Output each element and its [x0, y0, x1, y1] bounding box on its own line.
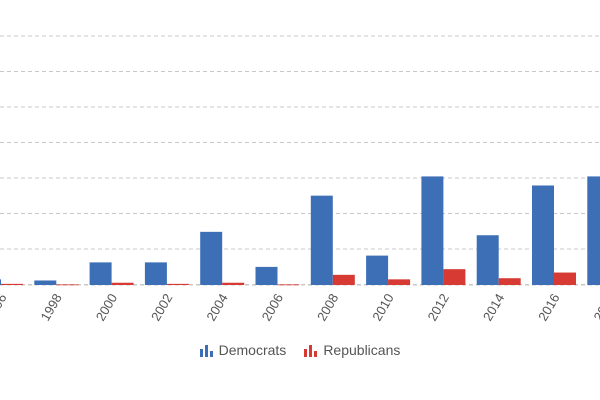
x-tick-label: 2010: [369, 291, 396, 324]
legend-label-democrats: Democrats: [218, 342, 287, 358]
bar-republicans-1996[interactable]: [1, 283, 23, 285]
bar-democrats-2010[interactable]: [366, 255, 389, 285]
bar-chart: 1996 1998 2000 2002 2004 2006 2008 2010 2012 2014…: [0, 35, 600, 324]
bar-democrats-1998[interactable]: [34, 280, 57, 285]
bar-republicans-2010[interactable]: [388, 279, 411, 285]
bars: [0, 176, 600, 286]
legend: Democrats Republicans: [0, 340, 600, 360]
bar-democrats-2004[interactable]: [200, 231, 223, 285]
x-tick-label: 2012: [425, 291, 452, 324]
x-tick-label: 2016: [535, 291, 562, 324]
bar-republicans-1998[interactable]: [56, 284, 79, 286]
x-tick-label: 2018: [590, 291, 600, 324]
legend-item-republicans[interactable]: Republicans: [304, 342, 400, 358]
bar-republicans-2016[interactable]: [554, 272, 576, 285]
x-axis-tick-labels: 1996 1998 2000 2002 2004 2006 2008 2010 2012 2014…: [0, 291, 600, 324]
gridlines: [0, 35, 600, 286]
legend-label-republicans: Republicans: [323, 342, 401, 358]
x-tick-label: 2008: [314, 291, 341, 324]
x-tick-label: 2002: [148, 291, 175, 324]
bar-democrats-1996[interactable]: [0, 279, 1, 285]
x-tick-label: 1996: [0, 291, 10, 324]
bar-republicans-2004[interactable]: [222, 282, 245, 285]
bar-democrats-2016[interactable]: [532, 185, 554, 285]
bar-republicans-2006[interactable]: [277, 284, 300, 286]
bar-democrats-2012[interactable]: [421, 176, 444, 285]
x-tick-label: 2006: [259, 291, 286, 324]
bar-democrats-2000[interactable]: [89, 262, 112, 285]
bar-democrats-2002[interactable]: [144, 262, 167, 285]
bar-chart-icon: [199, 345, 213, 357]
x-tick-label: 2014: [480, 291, 507, 324]
bar-democrats-2008[interactable]: [310, 195, 333, 285]
bar-democrats-2006[interactable]: [255, 266, 278, 285]
bar-republicans-2008[interactable]: [332, 274, 355, 285]
bar-republicans-2000[interactable]: [111, 282, 134, 285]
bar-republicans-2002[interactable]: [166, 283, 189, 285]
bar-democrats-2014[interactable]: [476, 235, 499, 285]
x-tick-label: 2004: [203, 291, 230, 324]
bar-republicans-2014[interactable]: [498, 278, 521, 285]
bar-democrats-2018[interactable]: [587, 176, 600, 285]
bar-chart-icon: [304, 345, 318, 357]
legend-item-democrats[interactable]: Democrats: [199, 342, 287, 358]
x-tick-label: 1998: [37, 291, 64, 324]
bar-republicans-2012[interactable]: [443, 269, 466, 285]
x-tick-label: 2000: [93, 291, 120, 324]
